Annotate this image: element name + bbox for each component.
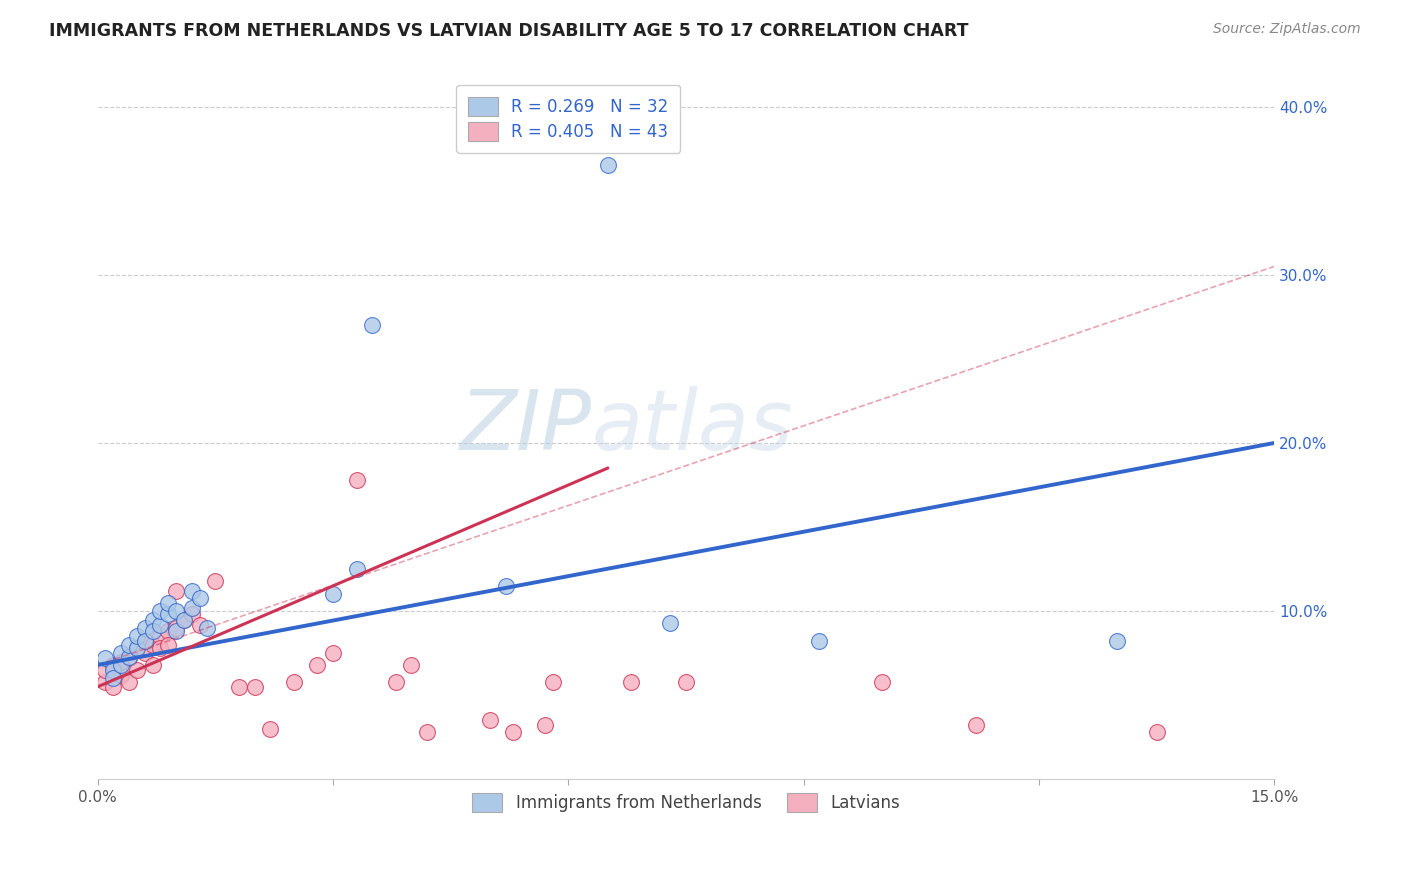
Point — [165, 621, 187, 635]
Point — [149, 641, 172, 656]
Point — [103, 657, 125, 672]
Point — [118, 649, 141, 664]
Point — [134, 646, 156, 660]
Point — [142, 657, 165, 672]
Point — [346, 473, 368, 487]
Point — [416, 725, 439, 739]
Point — [188, 617, 211, 632]
Point — [188, 591, 211, 605]
Point — [502, 725, 524, 739]
Point — [675, 674, 697, 689]
Point — [322, 587, 344, 601]
Point — [142, 638, 165, 652]
Point — [149, 617, 172, 632]
Point — [173, 613, 195, 627]
Point — [1107, 634, 1129, 648]
Text: IMMIGRANTS FROM NETHERLANDS VS LATVIAN DISABILITY AGE 5 TO 17 CORRELATION CHART: IMMIGRANTS FROM NETHERLANDS VS LATVIAN D… — [49, 22, 969, 40]
Point — [197, 621, 219, 635]
Point — [125, 663, 148, 677]
Point — [94, 651, 117, 665]
Point — [808, 634, 831, 648]
Point — [620, 674, 643, 689]
Point — [478, 714, 501, 728]
Point — [118, 638, 141, 652]
Point — [134, 634, 156, 648]
Point — [173, 613, 195, 627]
Point — [118, 674, 141, 689]
Point — [1146, 725, 1168, 739]
Point — [110, 657, 132, 672]
Point — [149, 604, 172, 618]
Point — [533, 718, 555, 732]
Point — [659, 615, 682, 630]
Point — [384, 674, 406, 689]
Point — [180, 607, 202, 622]
Point — [110, 668, 132, 682]
Point — [495, 579, 517, 593]
Point — [165, 604, 187, 618]
Point — [165, 624, 187, 639]
Point — [103, 663, 125, 677]
Point — [157, 624, 180, 639]
Point — [401, 657, 423, 672]
Point — [157, 607, 180, 622]
Point — [134, 634, 156, 648]
Point — [228, 680, 250, 694]
Point — [361, 318, 384, 333]
Point — [110, 655, 132, 669]
Point — [142, 624, 165, 639]
Point — [125, 629, 148, 643]
Point — [204, 574, 226, 588]
Point — [259, 722, 281, 736]
Point — [94, 663, 117, 677]
Point — [180, 600, 202, 615]
Point — [157, 596, 180, 610]
Point — [125, 641, 148, 656]
Point — [322, 646, 344, 660]
Point — [142, 613, 165, 627]
Point — [125, 641, 148, 656]
Point — [346, 562, 368, 576]
Point — [283, 674, 305, 689]
Point — [307, 657, 329, 672]
Point — [541, 674, 564, 689]
Point — [94, 674, 117, 689]
Legend: Immigrants from Netherlands, Latvians: Immigrants from Netherlands, Latvians — [464, 784, 908, 821]
Point — [134, 621, 156, 635]
Text: atlas: atlas — [592, 385, 793, 467]
Text: ZIP: ZIP — [460, 385, 592, 467]
Text: Source: ZipAtlas.com: Source: ZipAtlas.com — [1213, 22, 1361, 37]
Point — [103, 680, 125, 694]
Point — [103, 672, 125, 686]
Point — [149, 629, 172, 643]
Point — [243, 680, 266, 694]
Point — [157, 638, 180, 652]
Point — [965, 718, 987, 732]
Point — [110, 646, 132, 660]
Point — [870, 674, 893, 689]
Point — [596, 159, 619, 173]
Point — [165, 583, 187, 598]
Point — [180, 583, 202, 598]
Point — [118, 651, 141, 665]
